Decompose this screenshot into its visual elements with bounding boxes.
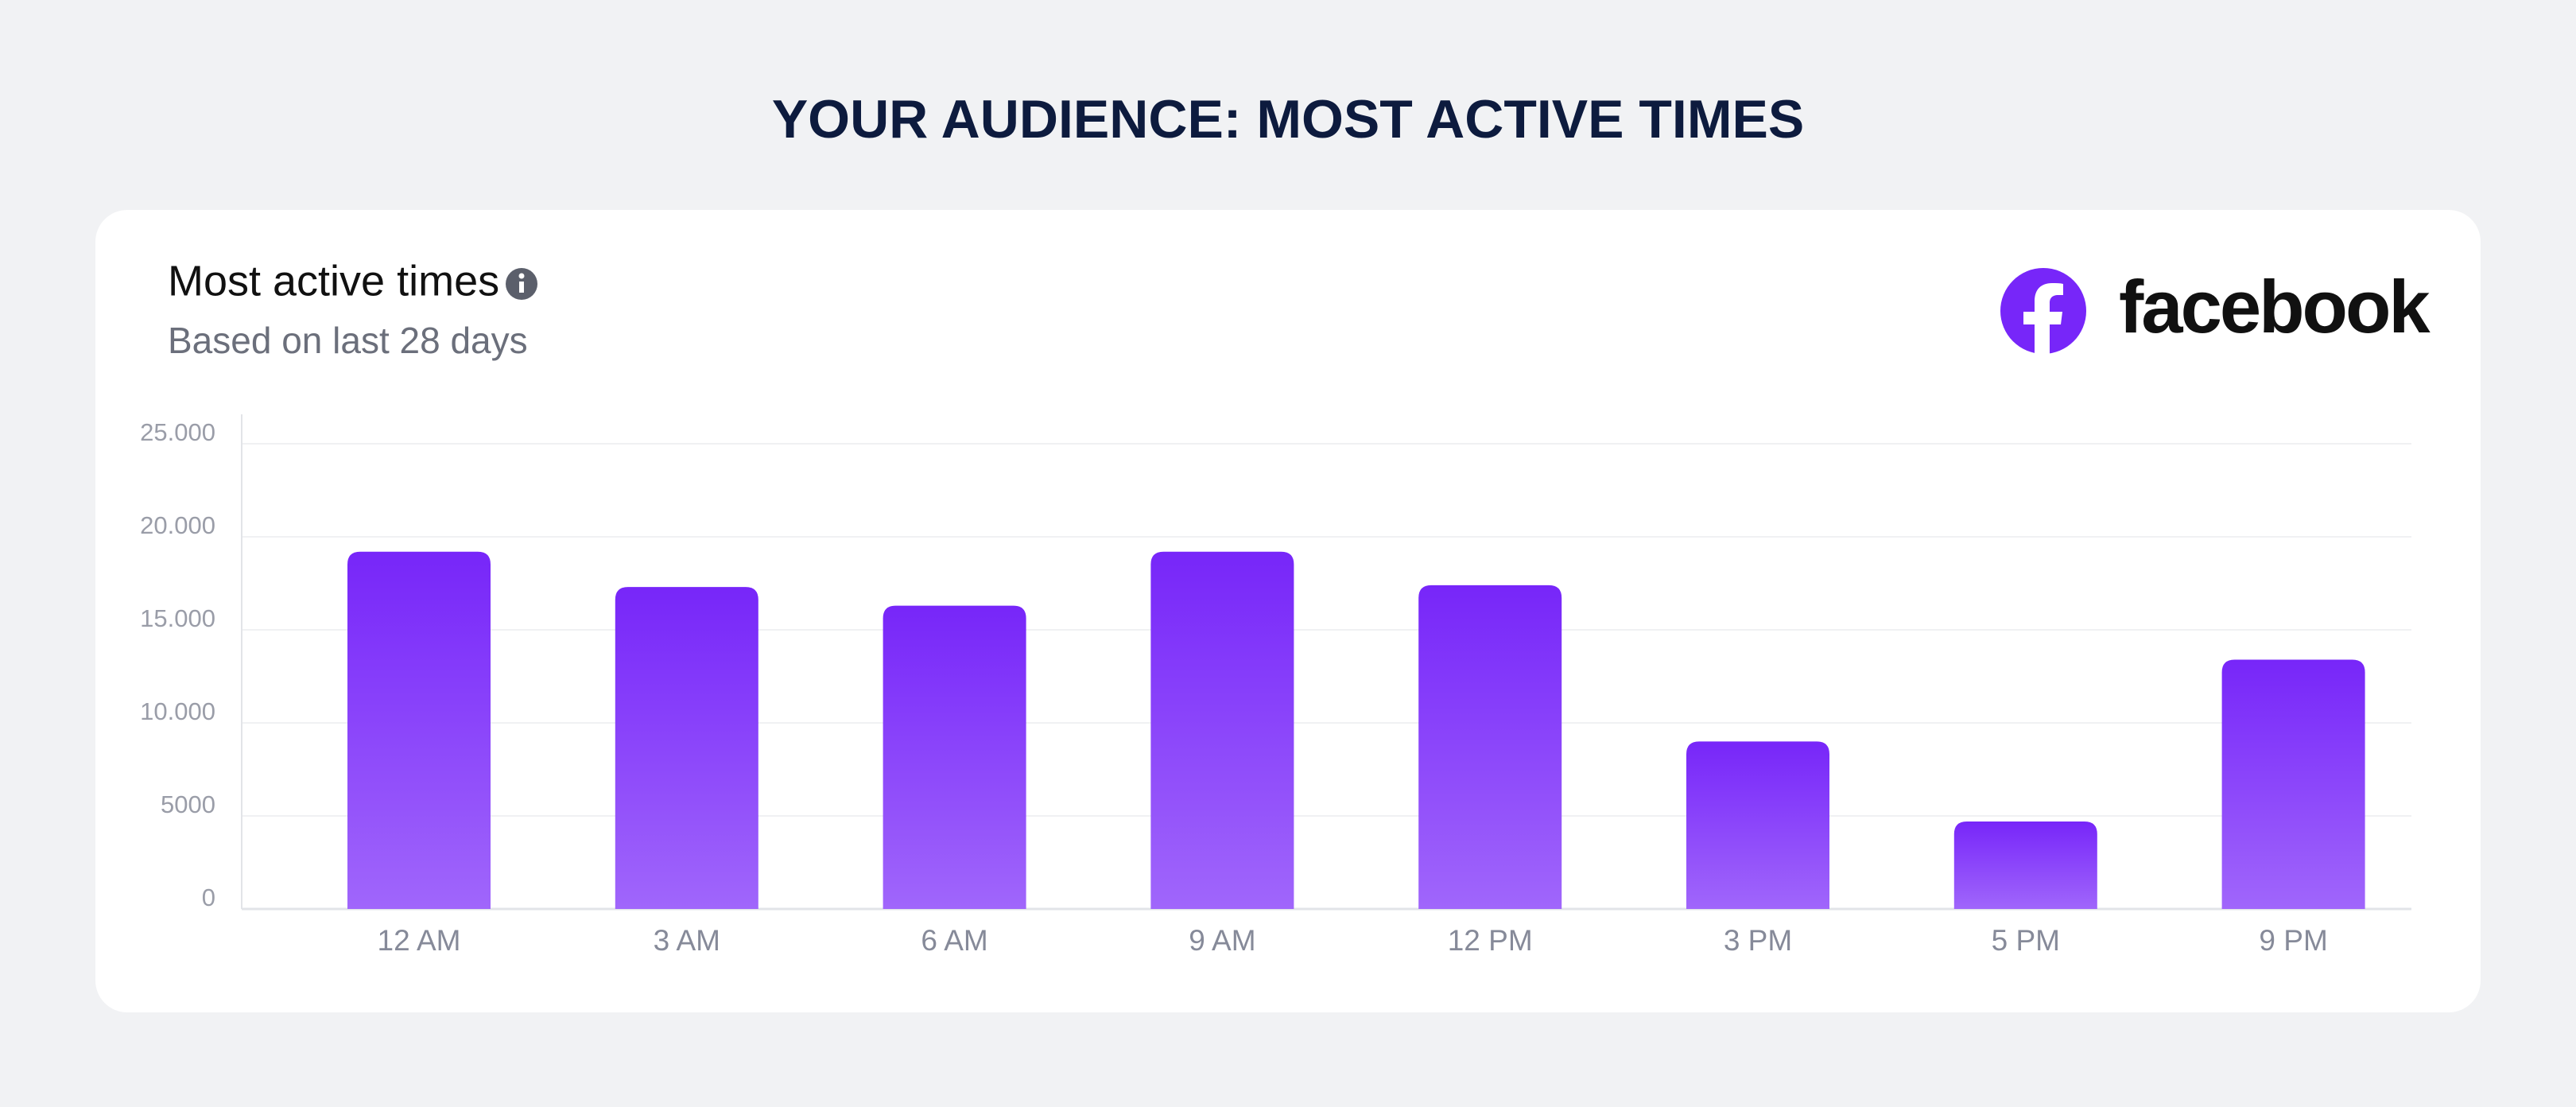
bar bbox=[1150, 551, 1294, 909]
card-title: Most active times bbox=[168, 257, 499, 305]
info-icon[interactable] bbox=[506, 268, 537, 300]
bar bbox=[347, 551, 491, 909]
brand-logo bbox=[2000, 268, 2086, 354]
bar bbox=[615, 587, 758, 909]
x-tick-label: 3 AM bbox=[654, 924, 720, 957]
y-tick-label: 10.000 bbox=[140, 697, 215, 725]
bar bbox=[1418, 585, 1562, 909]
y-tick-label: 0 bbox=[202, 884, 215, 911]
x-tick-label: 3 PM bbox=[1724, 924, 1792, 957]
bar bbox=[1953, 822, 2097, 909]
x-tick-label: 12 PM bbox=[1448, 924, 1533, 957]
bar bbox=[1686, 741, 1829, 909]
y-tick-label: 15.000 bbox=[140, 604, 215, 632]
brand-name: facebook bbox=[2119, 265, 2431, 348]
x-tick-label: 12 AM bbox=[378, 924, 461, 957]
bar bbox=[2221, 659, 2365, 909]
y-tick-label: 25.000 bbox=[140, 418, 215, 446]
y-tick-label: 20.000 bbox=[140, 511, 215, 539]
card-subtitle: Based on last 28 days bbox=[168, 320, 528, 361]
x-tick-label: 5 PM bbox=[1992, 924, 2060, 957]
x-tick-label: 9 AM bbox=[1189, 924, 1255, 957]
page-title: YOUR AUDIENCE: MOST ACTIVE TIMES bbox=[772, 89, 1804, 150]
bar bbox=[883, 605, 1026, 909]
x-tick-label: 9 PM bbox=[2259, 924, 2327, 957]
y-tick-label: 5000 bbox=[161, 790, 215, 818]
x-tick-label: 6 AM bbox=[921, 924, 987, 957]
